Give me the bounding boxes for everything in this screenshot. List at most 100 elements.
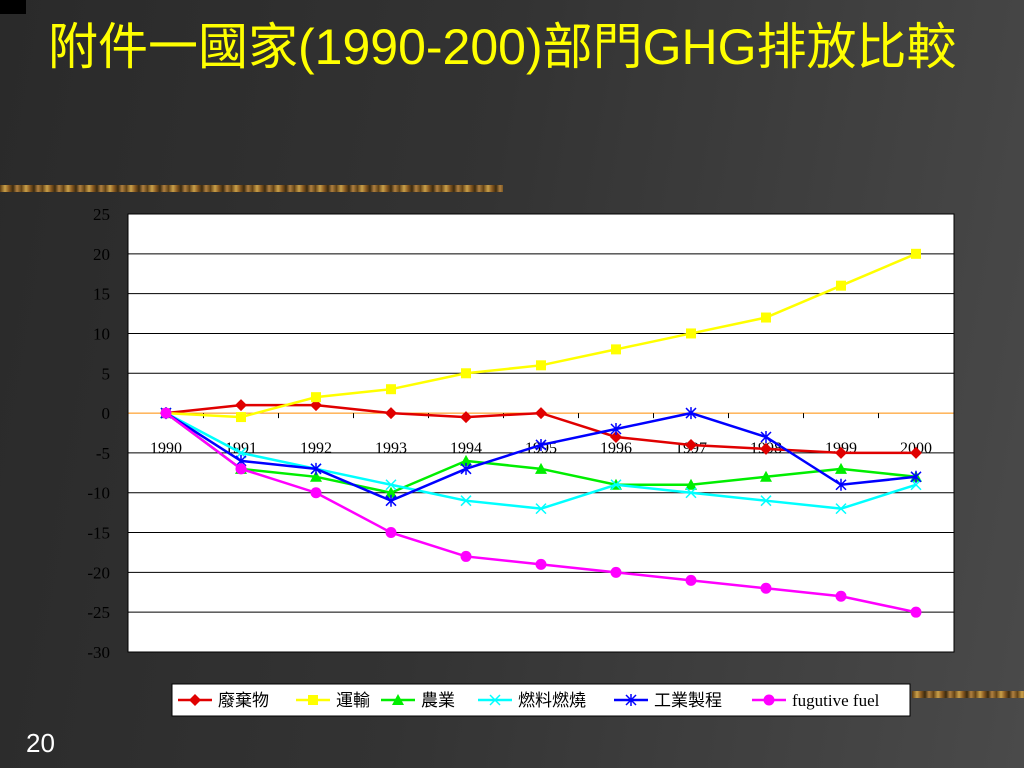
legend-entry: 運輸 bbox=[296, 691, 370, 710]
x-tick-label: 1996 bbox=[600, 440, 632, 457]
data-point bbox=[835, 503, 847, 515]
legend-marker bbox=[625, 694, 637, 706]
data-point bbox=[910, 470, 922, 483]
legend-entry: 農業 bbox=[381, 691, 455, 710]
data-point bbox=[385, 527, 397, 539]
data-point bbox=[910, 446, 922, 459]
legend-entry: fugutive fuel bbox=[752, 691, 880, 710]
legend-marker bbox=[763, 694, 775, 706]
data-point bbox=[535, 438, 547, 451]
x-tick-label: 1990 bbox=[150, 440, 182, 457]
data-point bbox=[385, 494, 397, 507]
data-point bbox=[761, 312, 771, 323]
data-point bbox=[760, 442, 772, 455]
y-axis-ticks: 25 20 15 10 5 0 -5 -10 -15 -20 -25 -30 bbox=[87, 205, 110, 662]
y-tick-label: -20 bbox=[87, 563, 110, 582]
data-point bbox=[385, 479, 397, 491]
data-point bbox=[460, 462, 472, 475]
legend-entry: 工業製程 bbox=[614, 691, 722, 710]
series-5 bbox=[160, 407, 922, 618]
data-point bbox=[536, 360, 546, 371]
data-point bbox=[760, 495, 772, 507]
data-point bbox=[760, 582, 772, 594]
y-tick-label: -5 bbox=[96, 444, 110, 463]
y-tick-label: 10 bbox=[93, 324, 110, 343]
data-point bbox=[760, 430, 772, 443]
data-point bbox=[535, 407, 547, 420]
legend-label: 廢棄物 bbox=[218, 691, 269, 710]
data-point bbox=[461, 368, 471, 379]
data-point bbox=[535, 558, 547, 570]
data-point bbox=[760, 470, 772, 482]
data-point bbox=[685, 574, 697, 586]
data-point bbox=[835, 462, 847, 474]
data-point bbox=[235, 463, 247, 475]
series-4 bbox=[160, 407, 922, 507]
legend-box bbox=[171, 683, 911, 717]
series-1 bbox=[161, 248, 921, 423]
decorative-border-top bbox=[0, 185, 503, 192]
legend-marker bbox=[189, 694, 201, 706]
data-point bbox=[535, 503, 547, 515]
legend-entry: 廢棄物 bbox=[178, 691, 269, 710]
data-point bbox=[235, 447, 247, 459]
legend-label: fugutive fuel bbox=[792, 691, 880, 710]
plot-border bbox=[127, 213, 955, 653]
data-point bbox=[310, 470, 322, 482]
data-point bbox=[310, 462, 322, 475]
legend-marker bbox=[489, 694, 501, 706]
data-point bbox=[685, 487, 697, 499]
data-point bbox=[160, 407, 172, 419]
data-point bbox=[835, 478, 847, 491]
data-point bbox=[910, 479, 922, 491]
data-point bbox=[685, 438, 697, 451]
y-tick-label: 15 bbox=[93, 285, 110, 304]
page-number: 20 bbox=[26, 728, 55, 758]
data-point bbox=[835, 446, 847, 459]
x-tick-label: 1991 bbox=[225, 440, 257, 457]
data-point bbox=[611, 344, 621, 355]
y-tick-label: -30 bbox=[87, 643, 110, 662]
data-point bbox=[910, 606, 922, 618]
series-group bbox=[160, 248, 922, 618]
y-tick-label: 5 bbox=[102, 364, 111, 383]
data-point bbox=[685, 407, 697, 420]
data-point bbox=[686, 328, 696, 339]
x-tick-label: 1994 bbox=[450, 440, 482, 457]
data-point bbox=[460, 550, 472, 562]
legend-marker bbox=[392, 694, 404, 705]
legend-label: 工業製程 bbox=[654, 691, 722, 710]
data-point bbox=[385, 486, 397, 498]
x-tick-label: 1993 bbox=[375, 440, 407, 457]
data-point bbox=[836, 280, 846, 291]
data-point bbox=[235, 399, 247, 412]
data-point bbox=[610, 479, 622, 491]
decorative-border-bottom bbox=[912, 691, 1024, 698]
data-point bbox=[460, 411, 472, 424]
data-point bbox=[460, 454, 472, 466]
data-point bbox=[311, 392, 321, 403]
data-point bbox=[460, 495, 472, 507]
legend-entry: 燃料燃燒 bbox=[478, 691, 586, 710]
x-tick-label: 1992 bbox=[300, 440, 332, 457]
data-point bbox=[535, 462, 547, 474]
data-point bbox=[386, 384, 396, 395]
legend: 廢棄物 運輸 農業 燃料燃燒 工業製程 fugutive fuel bbox=[171, 683, 911, 717]
y-tick-label: 0 bbox=[102, 404, 111, 423]
data-point bbox=[835, 590, 847, 602]
plot-area bbox=[128, 214, 954, 652]
legend-label: 農業 bbox=[421, 691, 455, 710]
data-point bbox=[610, 566, 622, 578]
data-point bbox=[610, 430, 622, 443]
legend-label: 燃料燃燒 bbox=[518, 691, 586, 710]
data-point bbox=[911, 248, 921, 259]
data-point bbox=[236, 412, 246, 423]
legend-label: 運輸 bbox=[336, 691, 370, 710]
slide-title: 附件一國家(1990-200)部門GHG排放比較 bbox=[48, 19, 957, 75]
data-point bbox=[610, 423, 622, 436]
y-tick-label: 20 bbox=[93, 245, 110, 264]
y-tick-label: -10 bbox=[87, 484, 110, 503]
data-point bbox=[685, 478, 697, 490]
corner-mark bbox=[0, 0, 26, 14]
